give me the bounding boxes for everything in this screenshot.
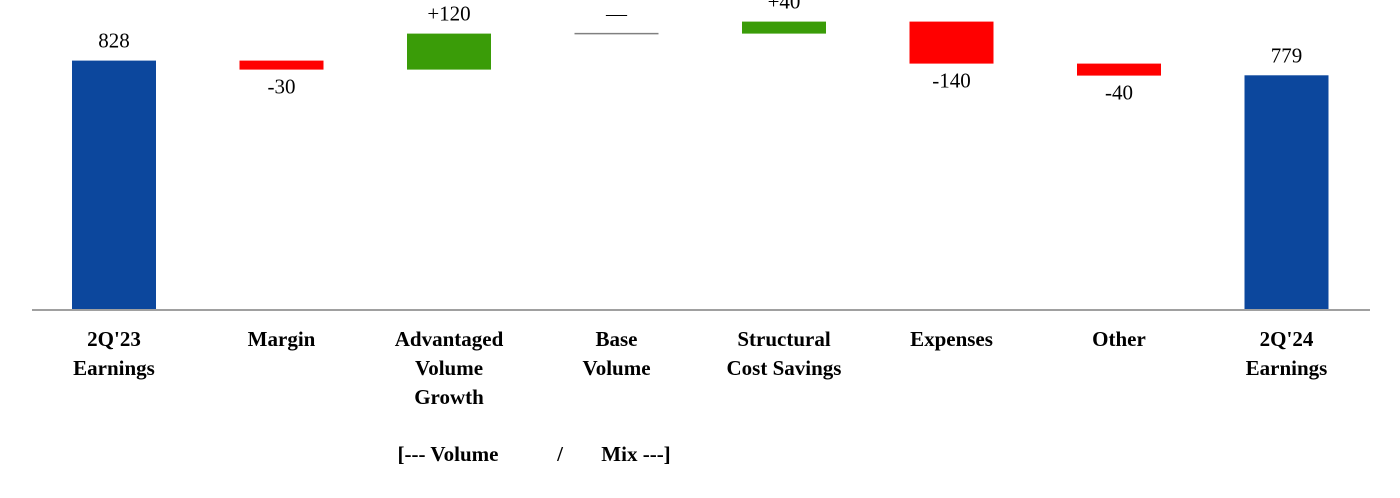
category-label-line: Volume — [415, 356, 483, 380]
category-label-6: Other — [1092, 327, 1146, 351]
category-label-line: Volume — [582, 356, 650, 380]
category-label-line: Base — [596, 327, 638, 351]
value-label-6: -40 — [1105, 81, 1133, 105]
category-label-line: 2Q'24 — [1260, 327, 1314, 351]
category-label-line: Structural — [737, 327, 830, 351]
category-label-line: 2Q'23 — [87, 327, 141, 351]
bars-layer — [72, 21, 1329, 309]
category-label-line: Other — [1092, 327, 1146, 351]
category-label-line: Expenses — [910, 327, 993, 351]
category-label-line: Margin — [248, 327, 316, 351]
value-label-2: +120 — [427, 2, 470, 26]
category-label-4: Structural Cost Savings — [727, 327, 842, 380]
value-label-7: 779 — [1271, 43, 1303, 67]
category-label-1: Margin — [248, 327, 316, 351]
category-label-line: Earnings — [73, 356, 155, 380]
category-label-7: 2Q'24 Earnings — [1246, 327, 1328, 380]
category-label-0: 2Q'23 Earnings — [73, 327, 155, 380]
category-labels-layer: 2Q'23 Earnings Margin Advantaged Volume Growt… — [73, 327, 1327, 409]
bar-4 — [742, 21, 826, 34]
bar-6 — [1077, 63, 1161, 76]
value-label-4: +40 — [768, 0, 801, 14]
value-labels-layer: 828 -30 +120 — +40 -140 -40 779 — [98, 0, 1302, 105]
bar-2 — [407, 33, 491, 70]
value-label-0: 828 — [98, 29, 130, 53]
group-label-separator: / — [556, 442, 564, 466]
value-label-1: -30 — [268, 75, 296, 99]
value-label-3: — — [605, 2, 628, 26]
group-label-volume: [--- Volume — [398, 442, 499, 466]
category-label-line: Earnings — [1246, 356, 1328, 380]
category-label-5: Expenses — [910, 327, 993, 351]
value-label-5: -140 — [932, 69, 971, 93]
category-label-line: Cost Savings — [727, 356, 842, 380]
category-label-line: Growth — [414, 385, 484, 409]
category-label-3: Base Volume — [582, 327, 650, 380]
volume-mix-group-label: [--- Volume / Mix ---] — [398, 442, 671, 466]
category-label-line: Advantaged — [395, 327, 504, 351]
category-label-2: Advantaged Volume Growth — [395, 327, 504, 409]
bar-1 — [239, 60, 324, 70]
bar-7 — [1244, 75, 1329, 309]
group-label-mix: Mix ---] — [601, 442, 670, 466]
bar-5 — [909, 21, 994, 64]
bar-0 — [72, 60, 156, 309]
